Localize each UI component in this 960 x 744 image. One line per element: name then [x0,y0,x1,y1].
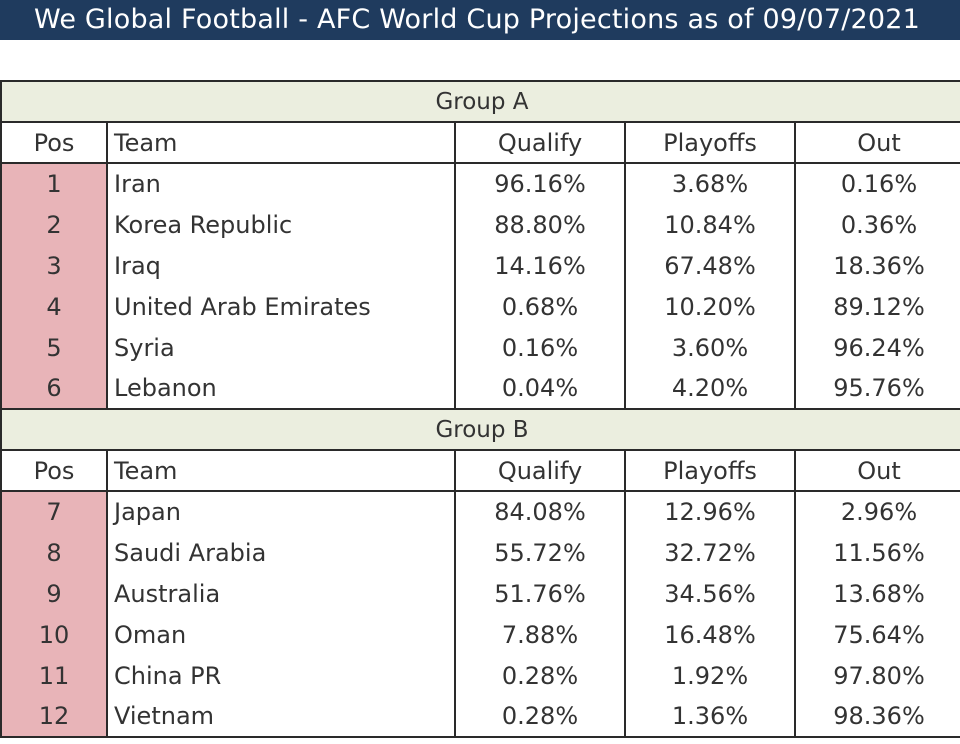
out-cell: 11.56% [794,532,960,573]
position-cell: 6 [0,368,108,410]
team-name-cell: United Arab Emirates [106,286,456,327]
position-cell: 9 [0,573,108,614]
qualify-cell: 88.80% [454,204,626,245]
out-cell: 98.36% [794,696,960,738]
table-row: 2 Korea Republic 88.80% 10.84% 0.36% [0,204,960,245]
qualify-cell: 55.72% [454,532,626,573]
position-cell: 2 [0,204,108,245]
table-row: 9 Australia 51.76% 34.56% 13.68% [0,573,960,614]
table-row: 3 Iraq 14.16% 67.48% 18.36% [0,245,960,286]
playoffs-cell: 16.48% [624,614,796,655]
playoffs-cell: 10.84% [624,204,796,245]
out-cell: 2.96% [794,491,960,532]
out-cell: 18.36% [794,245,960,286]
qualify-cell: 0.28% [454,696,626,738]
table-row: 7 Japan 84.08% 12.96% 2.96% [0,491,960,532]
out-cell: 97.80% [794,655,960,696]
team-name-cell: Iran [106,163,456,204]
spacer [0,40,960,80]
group-header-row: Group A [0,80,960,123]
qualify-header: Qualify [454,449,626,492]
qualify-cell: 84.08% [454,491,626,532]
team-name-cell: Australia [106,573,456,614]
group-title: Group A [0,80,960,123]
qualify-cell: 0.68% [454,286,626,327]
group-header-row: Group B [0,408,960,451]
team-name-cell: Japan [106,491,456,532]
position-cell: 8 [0,532,108,573]
playoffs-cell: 3.60% [624,327,796,368]
qualify-cell: 7.88% [454,614,626,655]
group-title: Group B [0,408,960,451]
team-name-cell: Vietnam [106,696,456,738]
position-cell: 7 [0,491,108,532]
team-name-cell: Iraq [106,245,456,286]
pos-header: Pos [0,449,108,492]
out-cell: 96.24% [794,327,960,368]
team-name-cell: Korea Republic [106,204,456,245]
page-title: We Global Football - AFC World Cup Proje… [0,0,960,40]
team-name-cell: Oman [106,614,456,655]
table-row: 12 Vietnam 0.28% 1.36% 98.36% [0,696,960,738]
playoffs-cell: 1.92% [624,655,796,696]
pos-header: Pos [0,121,108,164]
table-row: 1 Iran 96.16% 3.68% 0.16% [0,163,960,204]
playoffs-cell: 1.36% [624,696,796,738]
out-cell: 0.16% [794,163,960,204]
playoffs-cell: 34.56% [624,573,796,614]
playoffs-cell: 3.68% [624,163,796,204]
qualify-cell: 96.16% [454,163,626,204]
team-name-cell: Syria [106,327,456,368]
out-cell: 75.64% [794,614,960,655]
position-cell: 11 [0,655,108,696]
team-name-cell: China PR [106,655,456,696]
out-header: Out [794,121,960,164]
team-header: Team [106,121,456,164]
playoffs-header: Playoffs [624,449,796,492]
out-cell: 13.68% [794,573,960,614]
qualify-cell: 0.04% [454,368,626,410]
position-cell: 1 [0,163,108,204]
table-row: 10 Oman 7.88% 16.48% 75.64% [0,614,960,655]
position-cell: 3 [0,245,108,286]
out-cell: 95.76% [794,368,960,410]
qualify-cell: 0.16% [454,327,626,368]
qualify-cell: 0.28% [454,655,626,696]
table-row: 5 Syria 0.16% 3.60% 96.24% [0,327,960,368]
playoffs-cell: 32.72% [624,532,796,573]
qualify-cell: 14.16% [454,245,626,286]
position-cell: 10 [0,614,108,655]
column-header-row: Pos Team Qualify Playoffs Out [0,121,960,164]
playoffs-cell: 12.96% [624,491,796,532]
playoffs-cell: 4.20% [624,368,796,410]
table-row: 8 Saudi Arabia 55.72% 32.72% 11.56% [0,532,960,573]
playoffs-cell: 10.20% [624,286,796,327]
position-cell: 12 [0,696,108,738]
out-cell: 89.12% [794,286,960,327]
playoffs-cell: 67.48% [624,245,796,286]
team-name-cell: Lebanon [106,368,456,410]
team-header: Team [106,449,456,492]
projections-table: Group A Pos Team Qualify Playoffs Out 1 Iran 96.… [0,80,960,738]
table-row: 6 Lebanon 0.04% 4.20% 95.76% [0,368,960,410]
position-cell: 4 [0,286,108,327]
qualify-header: Qualify [454,121,626,164]
table-row: 4 United Arab Emirates 0.68% 10.20% 89.12% [0,286,960,327]
out-cell: 0.36% [794,204,960,245]
out-header: Out [794,449,960,492]
playoffs-header: Playoffs [624,121,796,164]
qualify-cell: 51.76% [454,573,626,614]
position-cell: 5 [0,327,108,368]
team-name-cell: Saudi Arabia [106,532,456,573]
column-header-row: Pos Team Qualify Playoffs Out [0,449,960,492]
table-row: 11 China PR 0.28% 1.92% 97.80% [0,655,960,696]
